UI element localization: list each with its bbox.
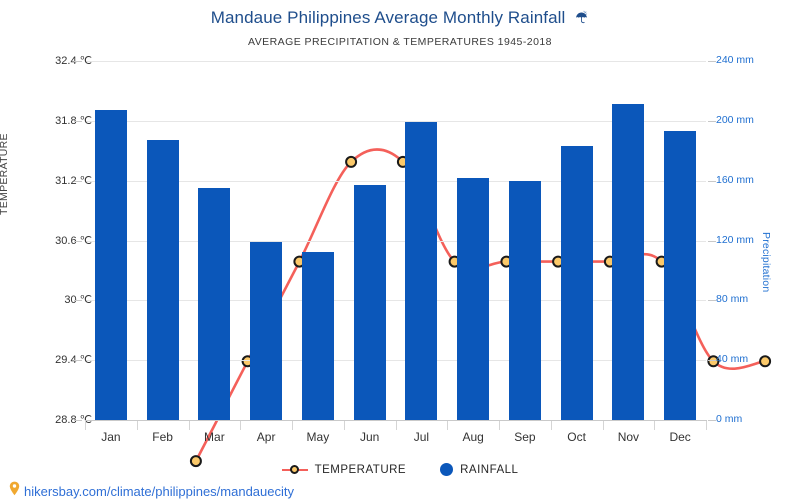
- rainfall-bar[interactable]: [94, 110, 127, 420]
- x-axis-tick-mark: [136, 421, 138, 430]
- y-axis-left-tick-label: 31.8 ℃: [55, 114, 92, 127]
- x-axis-label: Oct: [567, 430, 586, 444]
- legend: TEMPERATURE RAINFALL: [0, 463, 800, 476]
- temperature-point[interactable]: Jan: 29 ℃: [189, 455, 202, 468]
- y-axis-right-tick-label: 0 mm: [716, 413, 743, 425]
- y-axis-right-tick-label: 200 mm: [716, 113, 754, 126]
- x-axis-label: Jun: [359, 430, 380, 444]
- rainfall-bar[interactable]: [250, 242, 283, 420]
- rainfall-bar[interactable]: [457, 177, 490, 420]
- y-axis-left-tick-mark: [74, 300, 82, 302]
- location-pin-icon: [8, 481, 21, 501]
- x-axis-tick-mark: [85, 421, 86, 430]
- x-axis-tick-mark: [447, 421, 449, 430]
- legend-label-temperature: TEMPERATURE: [314, 463, 407, 476]
- y-axis-left-tick-mark: [74, 120, 82, 122]
- x-axis-tick-mark: [240, 421, 242, 430]
- y-axis-left-tick-mark: [74, 420, 82, 421]
- y-axis-right-tick-mark: [708, 300, 716, 302]
- rainfall-bar[interactable]: [664, 131, 697, 420]
- y-axis-right-tick-mark: [708, 61, 716, 62]
- rainfall-bar[interactable]: [405, 122, 438, 420]
- temperature-point[interactable]: Apr: 32 ℃: [345, 155, 358, 168]
- x-axis-tick-mark: [654, 421, 656, 430]
- y-axis-left-tick-label: 32.4 ℃: [55, 55, 92, 67]
- rainfall-bar[interactable]: [612, 104, 645, 420]
- y-axis-left-tick-mark: [74, 240, 82, 242]
- rainfall-bar[interactable]: [353, 185, 386, 420]
- x-axis-label: Nov: [617, 430, 640, 444]
- x-axis-label: Feb: [152, 430, 173, 444]
- rainfall-circle-icon: [440, 463, 454, 476]
- x-axis-tick-mark: [706, 421, 707, 430]
- temperature-line-icon: [281, 464, 308, 475]
- y-axis-left-tick-label: 31.2 ℃: [55, 174, 92, 187]
- gridline: [85, 360, 706, 362]
- chart-title-text: Mandaue Philippines Average Monthly Rain…: [210, 8, 566, 27]
- x-axis-label: Aug: [462, 430, 484, 444]
- y-axis-left-tick-label: 29.4 ℃: [55, 354, 92, 367]
- y-axis-right-tick-label: 160 mm: [716, 173, 754, 186]
- temperature-point[interactable]: Nov: 30 ℃: [707, 355, 720, 368]
- x-axis-label: Sep: [514, 430, 536, 444]
- gridline: [85, 240, 706, 242]
- x-axis-label: Mar: [204, 430, 225, 444]
- y-axis-right-tick-label: 240 mm: [716, 54, 754, 66]
- y-axis-right-tick-label: 120 mm: [716, 233, 754, 246]
- legend-item-rainfall[interactable]: RAINFALL: [440, 463, 518, 476]
- legend-label-rainfall: RAINFALL: [460, 463, 519, 476]
- y-axis-right-tick-label: 40 mm: [716, 353, 749, 366]
- y-axis-left-tick-mark: [74, 180, 82, 182]
- y-axis-left-tick-mark: [74, 61, 82, 62]
- x-axis-tick-mark: [292, 421, 293, 430]
- rainfall-bar[interactable]: [560, 146, 593, 420]
- y-axis-right-tick-mark: [708, 240, 716, 242]
- x-axis-label: Dec: [669, 430, 691, 444]
- y-axis-left-tick-label: 30.6 ℃: [55, 234, 92, 247]
- x-axis-tick-mark: [343, 421, 345, 430]
- y-axis-right-tick-mark: [708, 180, 716, 182]
- x-axis-label: Apr: [256, 430, 276, 444]
- x-axis-label: Jul: [413, 430, 430, 444]
- gridline: [85, 300, 706, 302]
- x-axis-tick-mark: [188, 421, 190, 430]
- rainfall-bar[interactable]: [146, 140, 179, 420]
- umbrella-rain-icon: [574, 10, 589, 30]
- rainfall-bar[interactable]: [508, 180, 541, 420]
- rainfall-bar[interactable]: [301, 252, 334, 420]
- y-axis-right-tick-mark: [708, 420, 716, 421]
- x-axis-label: May: [306, 430, 330, 444]
- x-axis-tick-mark: [550, 421, 552, 430]
- y-axis-left-tick-mark: [74, 360, 82, 362]
- gridline: [85, 120, 706, 122]
- y-axis-left-tick-label: 28.8 ℃: [55, 414, 92, 426]
- temperature-point[interactable]: Dec: 30 ℃: [759, 355, 772, 368]
- x-axis-tick-mark: [602, 421, 604, 430]
- rainfall-bar[interactable]: [198, 188, 231, 420]
- gridline: [85, 61, 706, 62]
- page-title: Mandaue Philippines Average Monthly Rain…: [0, 8, 800, 30]
- x-axis-tick-mark: [395, 421, 397, 430]
- chart-subtitle: AVERAGE PRECIPITATION & TEMPERATURES 194…: [248, 36, 552, 48]
- y-axis-right-tick-mark: [708, 120, 716, 122]
- x-axis-label: Jan: [101, 430, 121, 444]
- x-axis-tick-mark: [499, 421, 500, 430]
- y-axis-right-tick-label: 80 mm: [716, 293, 749, 306]
- source-url[interactable]: hikersbay.com/climate/philippines/mandau…: [24, 483, 294, 499]
- y-axis-right-tick-mark: [708, 360, 716, 362]
- gridline: [85, 180, 706, 182]
- x-axis-line: [85, 420, 707, 421]
- legend-item-temperature[interactable]: TEMPERATURE: [281, 463, 407, 476]
- footer: hikersbay.com/climate/philippines/mandau…: [8, 481, 294, 501]
- plot-area: Jan: 29 ℃Feb: 30 ℃Mar: 31 ℃Apr: 32 ℃May:…: [85, 61, 772, 468]
